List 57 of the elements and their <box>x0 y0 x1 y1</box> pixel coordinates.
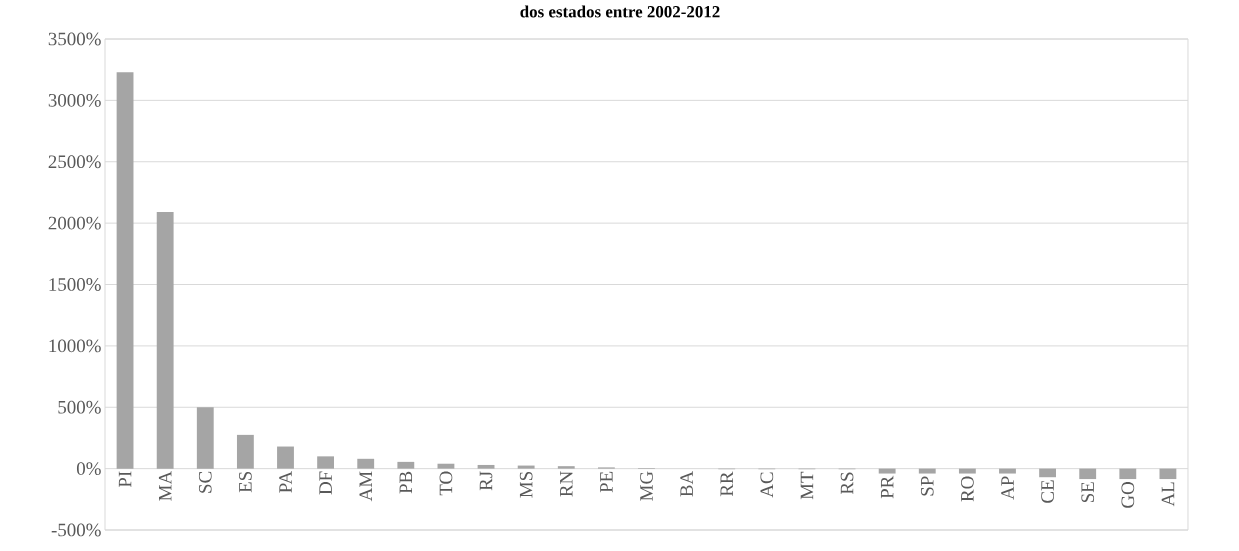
x-tick-label: RN <box>560 471 573 497</box>
bar <box>918 468 936 474</box>
x-tick-label: RJ <box>479 471 493 491</box>
y-tick-label: 2500% <box>48 155 101 169</box>
x-tick-label: RS <box>840 472 854 495</box>
bar <box>317 456 335 469</box>
x-tick-label: SC <box>198 471 212 493</box>
x-tick-label: PR <box>880 475 894 499</box>
y-tick-label: 3000% <box>48 93 101 107</box>
bar <box>1039 468 1057 478</box>
x-tick-label: MT <box>800 471 814 500</box>
x-tick-label: PA <box>279 470 292 493</box>
y-tick-label: 500% <box>58 400 101 414</box>
y-tick-label: 0% <box>76 462 101 476</box>
y-tick-label: 3500% <box>48 32 101 46</box>
bar <box>557 466 575 469</box>
x-tick-label: GO <box>1121 482 1135 508</box>
bar <box>1119 468 1137 480</box>
x-tick-label: PB <box>399 471 413 494</box>
bar <box>1079 468 1097 480</box>
bar <box>878 468 896 474</box>
x-tick-label: RO <box>961 476 974 502</box>
x-tick-label: PE <box>600 471 613 493</box>
x-tick-label: RR <box>720 471 733 497</box>
bar <box>156 212 174 469</box>
x-tick-label: MG <box>640 471 653 501</box>
x-tick-label: ES <box>239 472 252 493</box>
x-tick-label: DF <box>319 471 332 495</box>
x-tick-label: MS <box>519 472 533 498</box>
bar <box>357 458 375 469</box>
x-tick-label: MA <box>158 470 172 501</box>
x-tick-label: AP <box>1001 476 1014 500</box>
bar <box>958 468 976 474</box>
bar <box>116 72 134 469</box>
x-tick-label: TO <box>439 471 453 496</box>
bar <box>517 465 535 469</box>
x-tick-label: PI <box>118 471 132 488</box>
x-tick-label: AC <box>760 472 774 498</box>
chart-title: dos estados entre 2002-2012 <box>520 5 720 18</box>
y-tick-label: -500% <box>51 523 101 537</box>
y-tick-label: 1000% <box>49 339 101 353</box>
x-tick-label: AM <box>359 471 372 502</box>
y-tick-label: 1500% <box>49 278 101 291</box>
bar <box>236 434 254 469</box>
bar <box>397 461 415 469</box>
bar <box>437 463 455 469</box>
y-tick-label: 2000% <box>48 216 101 230</box>
bar <box>196 407 214 469</box>
bar <box>999 468 1016 474</box>
bar <box>277 446 294 469</box>
x-tick-label: BA <box>680 470 693 497</box>
x-tick-label: SP <box>920 476 934 496</box>
x-tick-label: CE <box>1041 480 1054 503</box>
x-tick-label: SE <box>1081 482 1095 503</box>
bar <box>477 464 495 469</box>
x-tick-label: AL <box>1161 482 1175 507</box>
bar <box>1159 468 1177 480</box>
